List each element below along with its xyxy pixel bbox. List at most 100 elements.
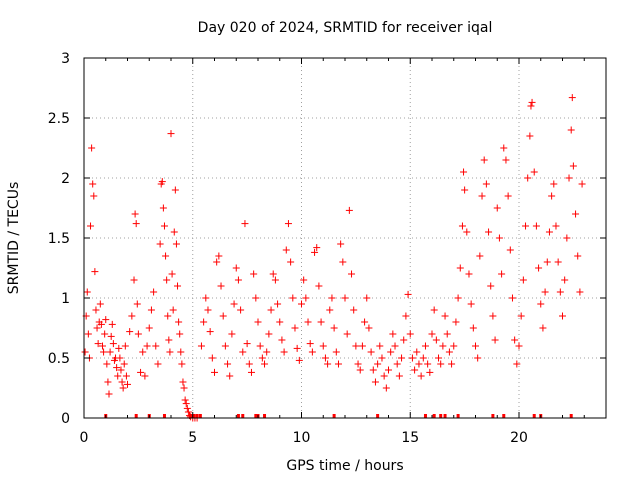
data-point: [389, 330, 397, 338]
data-point: [458, 222, 466, 230]
data-point: [221, 342, 229, 350]
data-point: [402, 312, 410, 320]
data-point: [217, 282, 225, 290]
data-point: [469, 324, 477, 332]
data-point: [87, 222, 95, 230]
data-point: [567, 126, 575, 134]
data-point: [96, 300, 104, 308]
data-point: [527, 102, 535, 110]
y-tick-label: 3: [61, 51, 70, 67]
data-point: [98, 342, 106, 350]
data-point: [254, 318, 262, 326]
data-point: [184, 408, 192, 416]
chart-title: Day 020 of 2024, SRMTID for receiver iqa…: [198, 20, 493, 36]
data-point: [456, 264, 464, 272]
data-point: [358, 342, 366, 350]
data-point: [178, 360, 186, 368]
data-point: [295, 356, 303, 364]
data-point: [132, 220, 140, 228]
data-point: [463, 228, 471, 236]
data-point: [171, 186, 179, 194]
data-point: [391, 342, 399, 350]
data-point: [519, 276, 527, 284]
y-tick-label: 0: [61, 411, 70, 427]
data-point: [121, 342, 129, 350]
data-point: [356, 366, 364, 374]
data-point: [88, 144, 96, 152]
data-point: [162, 252, 170, 260]
data-point: [232, 264, 240, 272]
data-point: [472, 342, 479, 350]
data-point: [574, 252, 582, 260]
data-point: [130, 276, 138, 284]
data-point: [81, 348, 89, 356]
data-point: [515, 342, 523, 350]
data-point: [89, 180, 97, 188]
data-point: [131, 210, 139, 218]
data-point: [278, 336, 286, 344]
data-point: [109, 340, 117, 348]
data-point: [411, 366, 419, 374]
data-point: [395, 372, 403, 380]
data-point: [485, 228, 493, 236]
data-point: [107, 332, 115, 340]
data-point: [328, 294, 336, 302]
data-point: [237, 306, 245, 314]
data-point: [147, 306, 155, 314]
data-point: [228, 330, 236, 338]
data-point: [424, 360, 432, 368]
data-point: [263, 348, 271, 356]
data-point: [400, 336, 408, 344]
data-point: [215, 252, 223, 260]
data-point: [182, 400, 190, 408]
data-point: [415, 360, 423, 368]
data-point: [174, 282, 182, 290]
data-point: [334, 360, 342, 368]
data-point: [504, 192, 512, 200]
data-point: [284, 220, 292, 228]
data-point: [93, 324, 101, 332]
data-point: [500, 144, 508, 152]
data-point: [311, 248, 319, 256]
x-tick-label: 0: [80, 430, 89, 446]
data-point: [304, 318, 312, 326]
data-point: [100, 348, 108, 356]
data-point: [393, 360, 401, 368]
data-point: [317, 318, 325, 326]
data-point: [406, 330, 414, 338]
data-point: [493, 204, 501, 212]
data-point: [133, 300, 141, 308]
data-point: [489, 312, 497, 320]
data-point: [522, 222, 530, 230]
data-point: [104, 378, 112, 386]
data-point: [120, 360, 128, 368]
data-point: [269, 270, 277, 278]
data-point: [474, 354, 482, 362]
data-point: [102, 316, 110, 324]
data-point: [159, 204, 167, 212]
data-point: [114, 372, 122, 380]
data-point: [206, 328, 214, 336]
data-point: [308, 348, 316, 356]
data-point: [280, 348, 288, 356]
data-point: [291, 324, 299, 332]
data-point: [208, 354, 216, 362]
data-point: [108, 320, 116, 328]
data-point: [568, 94, 576, 102]
data-point: [561, 276, 569, 284]
data-point: [430, 306, 438, 314]
data-point: [118, 378, 126, 386]
data-points: [81, 94, 586, 422]
data-point: [337, 240, 345, 248]
data-point: [339, 258, 347, 266]
data-point: [382, 384, 390, 392]
data-point: [443, 330, 451, 338]
data-point: [202, 294, 210, 302]
data-point: [163, 276, 171, 284]
data-point: [332, 348, 340, 356]
data-point: [371, 378, 379, 386]
y-tick-label: 1.5: [48, 231, 70, 247]
data-point: [465, 270, 473, 278]
grid: [84, 58, 606, 418]
data-point: [352, 342, 360, 350]
